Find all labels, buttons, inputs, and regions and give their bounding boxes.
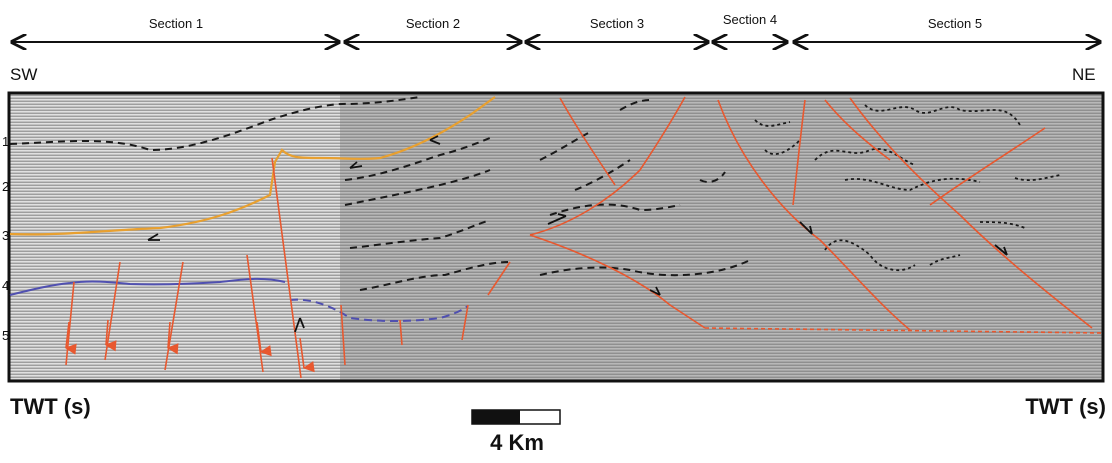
horizon-dotted-s4-b (764, 139, 801, 155)
scale-bar-label: 4 Km (490, 430, 544, 455)
horizon-dashed-s3-a (539, 131, 591, 161)
twt-label-left: TWT (s) (10, 394, 91, 419)
fault-s5-main (849, 97, 1093, 329)
red-arrow-1 (64, 321, 77, 355)
scale-bar-filled (472, 410, 520, 424)
section-2-label: Section 2 (406, 16, 460, 31)
slip-arrow-8 (294, 317, 305, 333)
fault-s2-a (340, 304, 346, 366)
horizon-dotted-s5-e (929, 254, 961, 266)
tick-5: 5 (2, 328, 9, 343)
slip-arrow-4 (547, 213, 567, 225)
slip-arrow-3 (429, 135, 441, 145)
faults (65, 96, 1103, 379)
section-1-label: Section 1 (149, 16, 203, 31)
slip-arrow-5 (649, 286, 661, 296)
horizon-dotted-s5-d (824, 239, 916, 272)
horizon-dotted-s5-a (864, 104, 1021, 126)
seismic-frame (7, 91, 1105, 383)
fault-s3-steep (559, 97, 616, 186)
horizon-dashed-top (9, 96, 421, 152)
fault-s5-upper (824, 99, 891, 161)
horizon-blue-solid (9, 277, 286, 296)
fault-s2-c (461, 304, 469, 341)
fault-s3-wedge (529, 96, 686, 236)
horizon-dashed-s3-d (539, 259, 751, 277)
fault-s2-b (399, 319, 403, 346)
red-arrow-3 (166, 321, 179, 355)
twt-label-right: TWT (s) (1025, 394, 1106, 419)
section-4-label: Section 4 (723, 12, 777, 27)
tick-3: 3 (2, 228, 9, 243)
horizon-dotted-s5-c (844, 177, 981, 191)
fault-s4-listric (717, 99, 911, 331)
horizon-dashed-s3-e (699, 171, 726, 183)
fault-decollement (704, 327, 1103, 334)
horizon-dashed-s2-a (344, 137, 491, 181)
section-labels: Section 1 Section 2 Section 3 Section 4 … (149, 12, 982, 31)
orientation-sw: SW (10, 65, 37, 84)
black-slip-arrows (147, 135, 1008, 333)
red-motion-arrows (64, 319, 315, 373)
left-axis-ticks: 1 2 3 4 5 (2, 134, 9, 343)
seismic-background-left (10, 94, 340, 380)
section-5-label: Section 5 (928, 16, 982, 31)
slip-arrow-1 (147, 233, 160, 241)
scale-bar: 4 Km (471, 409, 561, 455)
red-arrow-4 (256, 321, 272, 357)
tick-2: 2 (2, 179, 9, 194)
section-3-label: Section 3 (590, 16, 644, 31)
tick-1: 1 (2, 134, 9, 149)
horizon-dashed-s2-c (349, 219, 491, 249)
seismic-background-right (340, 94, 1102, 380)
horizon-dotted-s5-b (814, 148, 916, 166)
seismic-panel (7, 91, 1105, 383)
slip-arrow-6 (799, 221, 813, 235)
fault-s1-e (271, 157, 302, 379)
dotted-horizons (754, 104, 1061, 272)
fault-s3-ramp (529, 234, 706, 329)
fault-s5-antithetic (929, 127, 1046, 206)
slip-arrow-2 (349, 161, 363, 169)
horizon-dashed-s3-f (619, 99, 651, 111)
horizon-dashed-s3-c (549, 203, 681, 216)
horizon-dashed-s2-d (359, 261, 511, 291)
red-arrow-2 (104, 319, 117, 352)
red-arrow-5 (299, 337, 315, 373)
fault-s4-short (792, 99, 806, 206)
orientation-ne: NE (1072, 65, 1096, 84)
fault-s2-d (487, 261, 511, 296)
horizon-dashed-s2-b (344, 169, 491, 206)
horizon-dashed-s3-b (574, 159, 631, 191)
horizon-orange (9, 96, 496, 236)
horizon-blue-dashed (289, 298, 469, 322)
slip-arrow-7 (994, 244, 1008, 256)
dashed-horizons (9, 96, 751, 291)
tick-4: 4 (2, 278, 9, 293)
